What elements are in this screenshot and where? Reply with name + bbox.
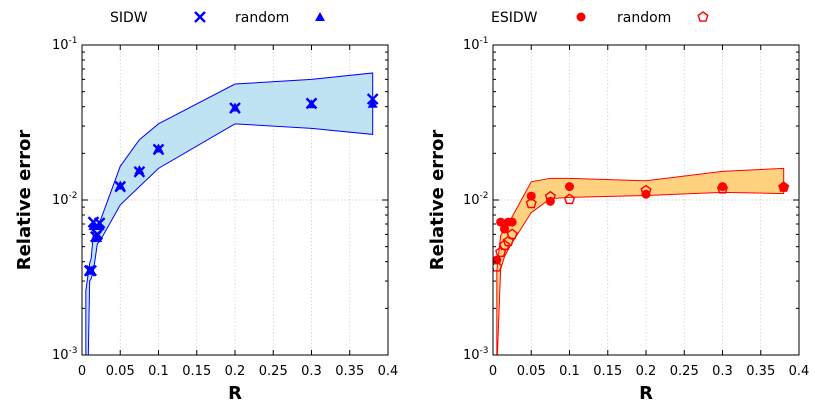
data-point [86, 265, 97, 275]
data-point [506, 228, 518, 240]
y-tick-label: 10-2 [52, 191, 78, 208]
y-axis-label: Relative error [14, 130, 35, 271]
x-tick-label: 0.1 [148, 364, 169, 379]
data-point [134, 165, 145, 175]
data-point [306, 99, 317, 109]
data-point [565, 182, 574, 192]
y-tick-label: 10-3 [52, 346, 78, 363]
x-tick-label: 0.35 [746, 364, 775, 379]
legend-marker [576, 12, 586, 22]
panel-2: 0 0.05 0.1 0.15 0.2 0.25 0.3 0.35 0.4 10-3 10-2 10-… [427, 10, 809, 404]
x-axis-label: R [639, 383, 653, 404]
legend-label: SIDW [110, 10, 148, 26]
data-point [778, 181, 790, 192]
x-tick-label: 0.05 [517, 364, 546, 379]
x-tick-label: 0.25 [259, 364, 288, 379]
panel-1: 0 0.05 0.1 0.15 0.2 0.25 0.3 0.35 0.4 10-3 10-2 10-… [14, 10, 398, 404]
series-random [493, 181, 790, 272]
data-point [94, 220, 105, 230]
data-point [640, 184, 652, 196]
data-point [718, 182, 727, 192]
confidence-band [496, 167, 785, 355]
x-tick-label: 0 [78, 364, 86, 379]
data-point [153, 143, 164, 153]
x-tick-label: 0.15 [182, 364, 211, 379]
legend-marker [697, 11, 709, 22]
legend-marker [315, 12, 325, 21]
data-point [716, 182, 729, 194]
x-tick-label: 0.25 [670, 364, 699, 379]
data-point [493, 255, 502, 265]
data-point [495, 246, 507, 258]
data-point [115, 180, 126, 190]
x-tick-label: 0.4 [378, 364, 399, 379]
data-point [92, 232, 103, 242]
x-tick-label: 0 [489, 364, 497, 379]
data-point [544, 190, 556, 202]
data-point [230, 102, 240, 112]
x-tick-label: 0.15 [593, 364, 622, 379]
x-tick-label: 0.3 [712, 364, 733, 379]
x-tick-label: 0.05 [106, 364, 135, 379]
data-point [507, 217, 517, 227]
y-tick-label: 10-3 [463, 346, 489, 363]
legend-marker [194, 11, 206, 23]
data-point [526, 191, 536, 201]
y-tick-label: 10-1 [52, 36, 78, 53]
x-tick-label: 0.1 [559, 364, 580, 379]
x-tick-label: 0.2 [225, 364, 246, 379]
x-axis-label: R [228, 383, 242, 404]
data-point [493, 261, 503, 272]
x-tick-label: 0.35 [335, 364, 364, 379]
data-point [498, 239, 511, 251]
data-point [367, 98, 378, 108]
y-tick-label: 10-1 [463, 36, 489, 53]
x-tick-label: 0.2 [636, 364, 657, 379]
legend-label: random [235, 10, 289, 26]
data-point [779, 182, 789, 192]
data-point [525, 197, 537, 209]
legend-label: random [617, 10, 671, 26]
data-point [563, 193, 576, 205]
data-point [502, 235, 514, 247]
y-tick-label: 10-2 [463, 191, 489, 208]
y-axis-label: Relative error [427, 130, 448, 271]
series-random [84, 98, 378, 275]
x-tick-label: 0.4 [789, 364, 810, 379]
x-tick-label: 0.3 [301, 364, 322, 379]
data-point [496, 217, 506, 227]
legend-label: ESIDW [491, 10, 538, 26]
legend: SIDW random [110, 10, 325, 26]
confidence-band [85, 72, 374, 355]
legend: ESIDW random [491, 10, 709, 26]
data-point [499, 224, 509, 234]
